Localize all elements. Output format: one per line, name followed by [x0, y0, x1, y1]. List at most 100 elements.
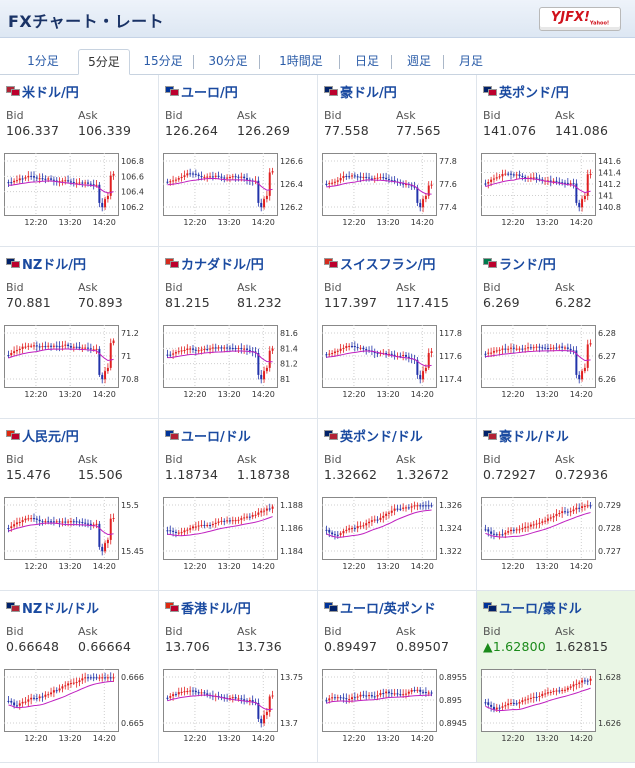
- x-tick-label: 12:20: [501, 218, 524, 227]
- candlestick-chart[interactable]: 77.8 77.6 77.4 12:20 13:20 14:20: [322, 150, 472, 230]
- candlestick-chart[interactable]: 13.75 13.7 12:20 13:20 14:20: [163, 666, 313, 746]
- candle-body: [64, 180, 67, 182]
- candle-body: [10, 700, 13, 703]
- yjfx-logo[interactable]: YJFX!Yahoo!: [539, 7, 621, 31]
- ask-value: 13.736: [237, 639, 282, 654]
- candle-body: [41, 346, 44, 348]
- candle-body: [101, 202, 104, 208]
- pair-link[interactable]: ユーロ/豪ドル: [483, 599, 582, 617]
- candle-body: [544, 520, 547, 522]
- tab-6[interactable]: 週足: [394, 49, 444, 75]
- candle-body: [407, 691, 410, 694]
- y-tick-label: 6.27: [598, 352, 616, 361]
- candle-body: [353, 346, 356, 348]
- pair-link[interactable]: 人民元/円: [6, 427, 79, 445]
- candle-body: [231, 520, 234, 522]
- candle-body: [569, 348, 572, 351]
- tab-3[interactable]: 30分足: [196, 49, 260, 75]
- pair-link[interactable]: 英ポンド/ドル: [324, 427, 423, 445]
- tab-2[interactable]: 15分足: [132, 49, 194, 75]
- candle-body: [419, 202, 422, 208]
- x-tick-label: 12:20: [24, 390, 47, 399]
- candle-body: [13, 524, 16, 527]
- pair-link[interactable]: カナダドル/円: [165, 255, 264, 273]
- y-tick-label: 0.666: [121, 673, 144, 682]
- tab-7[interactable]: 月足: [458, 54, 483, 68]
- candlestick-chart[interactable]: 106.8 106.6 106.4 106.2 12:20 13:20 14:20: [4, 150, 154, 230]
- candle-body: [98, 677, 101, 679]
- candle-body: [214, 522, 217, 524]
- candle-body: [328, 182, 331, 184]
- candle-body: [271, 171, 274, 173]
- x-tick-label: 14:20: [411, 218, 434, 227]
- tab-1[interactable]: 5分足: [78, 49, 130, 75]
- candlestick-chart[interactable]: 81.6 81.4 81.2 81 12:20 13:20 14:20: [163, 322, 313, 402]
- candle-body: [410, 506, 413, 508]
- ask-label: Ask: [555, 281, 575, 294]
- moving-average-line: [8, 348, 114, 362]
- ask-label: Ask: [237, 109, 257, 122]
- candle-body: [234, 348, 237, 350]
- candle-body: [535, 346, 538, 348]
- pair-link[interactable]: 豪ドル/ドル: [483, 427, 569, 445]
- candlestick-chart[interactable]: 6.28 6.27 6.26 12:20 13:20 14:20: [481, 322, 631, 402]
- pair-link[interactable]: NZドル/ドル: [6, 599, 99, 617]
- candlestick-chart[interactable]: 126.6 126.4 126.2 12:20 13:20 14:20: [163, 150, 313, 230]
- pair-link[interactable]: NZドル/円: [6, 255, 86, 273]
- candle-body: [532, 177, 535, 179]
- candle-body: [487, 529, 490, 532]
- currency-flags-icon: [483, 430, 497, 440]
- pair-link[interactable]: スイスフラン/円: [324, 255, 435, 273]
- y-tick-label: 0.665: [121, 719, 144, 728]
- candle-body: [373, 177, 376, 179]
- candle-body: [422, 505, 425, 507]
- candle-body: [535, 696, 538, 698]
- candle-body: [538, 522, 541, 524]
- candlestick-chart[interactable]: 15.5 15.45 12:20 13:20 14:20: [4, 494, 154, 574]
- candlestick-chart[interactable]: 0.8955 0.895 0.8945 12:20 13:20 14:20: [322, 666, 472, 746]
- candle-body: [538, 346, 541, 348]
- candle-body: [226, 520, 229, 522]
- x-tick-label: 14:20: [411, 562, 434, 571]
- candlestick-chart[interactable]: 1.326 1.324 1.322 12:20 13:20 14:20: [322, 494, 472, 574]
- candle-body: [586, 505, 589, 507]
- x-tick-label: 12:20: [501, 562, 524, 571]
- candle-body: [549, 691, 552, 693]
- candle-body: [265, 508, 268, 511]
- candle-body: [112, 518, 115, 520]
- candlestick-chart[interactable]: 0.729 0.728 0.727 12:20 13:20 14:20: [481, 494, 631, 574]
- pair-link[interactable]: ランド/円: [483, 255, 556, 273]
- tab-4[interactable]: 1時間足: [262, 49, 340, 75]
- candle-body: [257, 702, 260, 719]
- candle-body: [527, 698, 530, 700]
- x-tick-label: 13:20: [218, 218, 241, 227]
- candlestick-chart[interactable]: 0.666 0.665 12:20 13:20 14:20: [4, 666, 154, 746]
- pair-link[interactable]: 香港ドル/円: [165, 599, 251, 617]
- candle-body: [206, 693, 209, 695]
- candle-body: [424, 505, 427, 507]
- pair-link[interactable]: 豪ドル/円: [324, 83, 397, 101]
- pair-link[interactable]: ユーロ/ドル: [165, 427, 251, 445]
- candle-body: [209, 176, 212, 178]
- candlestick-chart[interactable]: 1.188 1.186 1.184 12:20 13:20 14:20: [163, 494, 313, 574]
- y-tick-label: 141.2: [598, 180, 621, 189]
- pair-link[interactable]: ユーロ/円: [165, 83, 238, 101]
- candle-body: [50, 178, 53, 180]
- candle-body: [41, 521, 44, 523]
- pair-link[interactable]: 米ドル/円: [6, 83, 79, 101]
- pair-link[interactable]: 英ポンド/円: [483, 83, 569, 101]
- candle-body: [200, 692, 203, 694]
- candle-body: [382, 693, 385, 695]
- pair-link[interactable]: ユーロ/英ポンド: [324, 599, 436, 617]
- tab-5[interactable]: 日足: [342, 49, 392, 75]
- candle-body: [104, 543, 107, 552]
- candlestick-chart[interactable]: 117.8 117.6 117.4 12:20 13:20 14:20: [322, 322, 472, 402]
- ask-label: Ask: [78, 453, 98, 466]
- tab-0[interactable]: 1分足: [27, 54, 59, 68]
- candlestick-chart[interactable]: 1.628 1.626 12:20 13:20 14:20: [481, 666, 631, 746]
- candlestick-chart[interactable]: 141.6 141.4 141.2 141 140.8 12:20 13:20 14:20: [481, 150, 631, 230]
- candle-body: [575, 183, 578, 203]
- candle-body: [95, 348, 98, 350]
- bid-label: Bid: [6, 281, 24, 294]
- candlestick-chart[interactable]: 71.2 71 70.8 12:20 13:20 14:20: [4, 322, 154, 402]
